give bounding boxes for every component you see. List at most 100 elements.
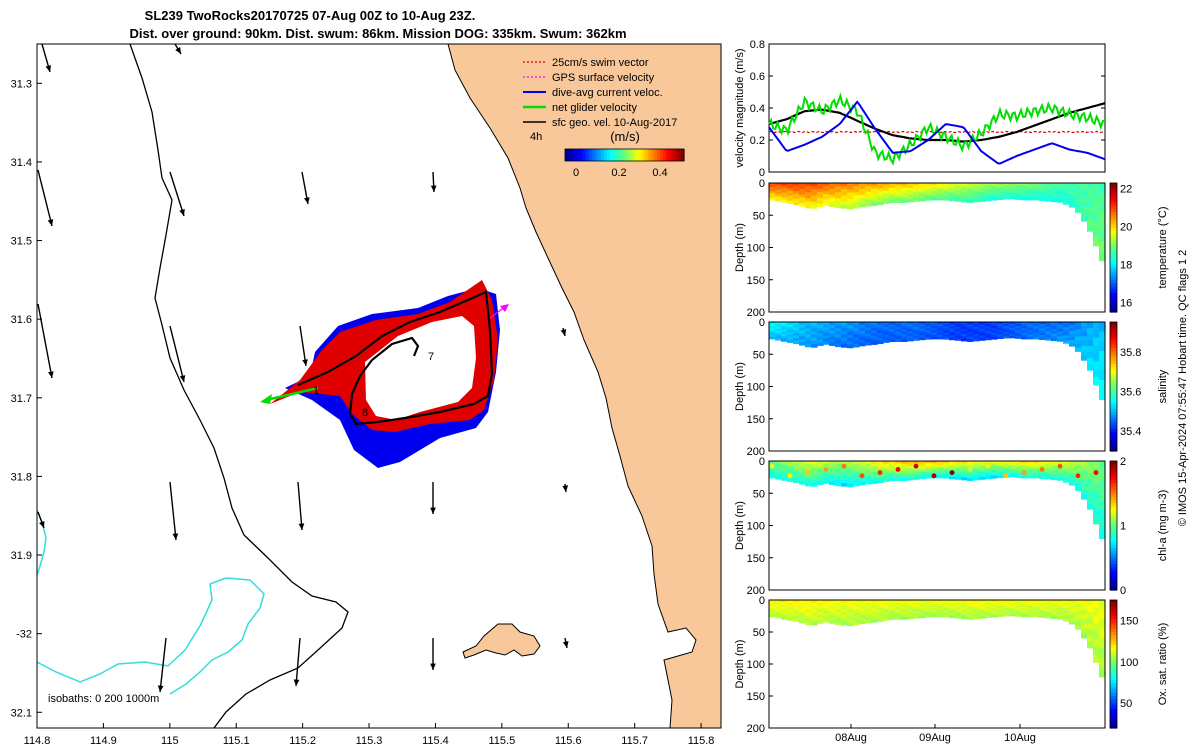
section-cell	[1099, 470, 1105, 481]
section-cell	[805, 600, 812, 604]
section-cell	[1015, 197, 1022, 200]
map-colorbar-cell	[651, 149, 655, 161]
section-cell	[805, 473, 812, 478]
section-cell	[871, 463, 878, 468]
section-cell	[835, 461, 842, 465]
section-cell	[1027, 183, 1034, 186]
section-cell	[805, 186, 812, 190]
section-cell	[1093, 337, 1100, 347]
section-cell	[775, 196, 782, 200]
section-cell	[985, 330, 992, 334]
current-vector-band	[285, 288, 500, 468]
geo-velocity-arrowhead	[562, 485, 569, 492]
section-cell	[1057, 600, 1064, 603]
section-cell	[955, 609, 962, 612]
section-cell	[1081, 206, 1088, 213]
section-colorbar-cell	[1110, 302, 1117, 307]
section-cell	[895, 324, 902, 328]
section-cell	[919, 474, 926, 477]
section-cell	[1063, 201, 1070, 205]
section-cell	[913, 335, 920, 339]
section-cell	[871, 611, 878, 615]
section-cell	[871, 324, 878, 329]
section-cell	[925, 328, 932, 332]
section-cell	[949, 465, 956, 469]
section-cell	[967, 185, 974, 189]
section-cell	[877, 607, 884, 612]
section-cell	[805, 334, 812, 339]
section-colorbar-cell	[1110, 250, 1117, 255]
velocity-ytick-label: 0	[759, 167, 765, 179]
section-cell	[847, 189, 854, 194]
section-cell	[1087, 334, 1094, 341]
section-cell	[889, 600, 896, 603]
section-cell	[871, 183, 878, 187]
section-cell	[769, 471, 776, 475]
section-cell	[793, 600, 800, 604]
section-cell	[1075, 190, 1082, 195]
section-cell	[955, 611, 962, 615]
section-cell	[955, 331, 962, 334]
section-cell	[847, 612, 854, 617]
section-cell	[949, 608, 956, 612]
section-cell	[847, 186, 854, 191]
section-cell	[865, 614, 872, 618]
section-cell	[793, 615, 800, 620]
section-cell	[961, 611, 968, 615]
section-cell	[943, 608, 950, 612]
section-cell	[799, 611, 806, 615]
section-cell	[943, 469, 950, 473]
section-cell	[1099, 528, 1105, 539]
section-cell	[1033, 473, 1040, 477]
section-cell	[871, 616, 878, 620]
section-cell	[967, 473, 974, 477]
section-cell	[979, 196, 986, 200]
section-cell	[829, 620, 836, 624]
section-cell	[967, 199, 974, 203]
section-cell	[883, 466, 890, 470]
section-cell	[973, 600, 980, 603]
section-cell	[865, 619, 872, 624]
section-cell	[1009, 325, 1016, 329]
section-cell	[1033, 614, 1040, 618]
section-cell	[1087, 605, 1094, 613]
section-cell	[1051, 199, 1058, 203]
section-cell	[853, 340, 860, 345]
section-cell	[919, 476, 926, 480]
section-colorbar-cell	[1110, 686, 1117, 691]
section-cell	[1021, 322, 1028, 325]
section-cell	[1039, 610, 1046, 614]
section-cell	[769, 606, 776, 609]
section-cell	[985, 474, 992, 477]
section-colorbar-cell	[1110, 648, 1117, 652]
section-cell	[961, 187, 968, 191]
section-cell	[1075, 614, 1082, 619]
section-cell	[955, 613, 962, 617]
section-cell	[913, 467, 920, 471]
section-cell	[769, 600, 776, 603]
section-cell	[1027, 322, 1034, 325]
section-cell	[781, 607, 788, 611]
section-cell	[1027, 189, 1034, 192]
section-cell	[949, 604, 956, 608]
section-cell	[1093, 615, 1100, 624]
section-cell	[1045, 183, 1052, 186]
section-cell	[1063, 327, 1070, 331]
section-cell	[991, 469, 998, 473]
section-cell	[811, 195, 818, 200]
map-colorbar-cell	[621, 149, 626, 161]
section-cell	[793, 605, 800, 609]
section-cell	[811, 331, 818, 336]
section-cell	[1009, 196, 1016, 200]
section-cell	[985, 608, 992, 612]
section-cell	[781, 472, 788, 476]
section-colorbar-cell	[1110, 380, 1117, 384]
section-cell	[817, 333, 824, 338]
section-cell	[949, 326, 956, 330]
section-cell	[793, 188, 800, 192]
section-cell	[1003, 192, 1010, 196]
section-cell	[817, 472, 824, 477]
section-cell	[1027, 602, 1034, 605]
section-cell	[847, 467, 854, 472]
section-cell	[1015, 191, 1022, 194]
